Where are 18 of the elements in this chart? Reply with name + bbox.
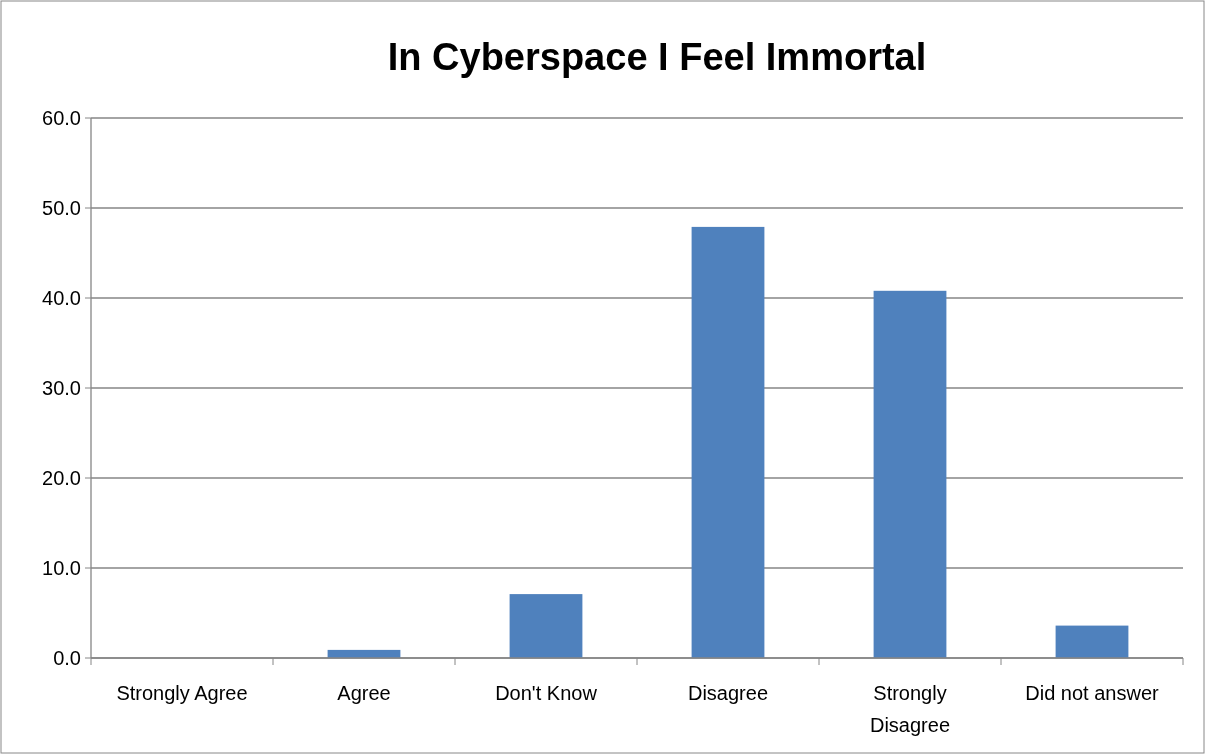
x-tick-label: Strongly Agree: [116, 682, 248, 704]
y-tick-label: 60.0: [42, 107, 81, 129]
x-tick-label: Strongly Disagree: [869, 682, 951, 736]
y-tick-label: 40.0: [42, 287, 81, 309]
y-tick-label: 20.0: [42, 467, 81, 489]
bar: [1055, 625, 1129, 658]
x-tick-label: Don't Know: [495, 682, 598, 704]
bar: [509, 594, 583, 658]
chart-title: In Cyberspace I Feel Immortal: [387, 36, 927, 78]
bar: [691, 226, 765, 658]
bar: [873, 290, 947, 658]
y-tick-label: 10.0: [42, 557, 81, 579]
y-tick-label: 50.0: [42, 197, 81, 219]
x-tick-label: Did not answer: [1025, 682, 1160, 704]
x-tick-label: Disagree: [687, 682, 769, 704]
y-tick-label: 30.0: [42, 377, 81, 399]
x-tick-label: Agree: [337, 682, 391, 704]
y-tick-label: 0.0: [53, 647, 81, 669]
